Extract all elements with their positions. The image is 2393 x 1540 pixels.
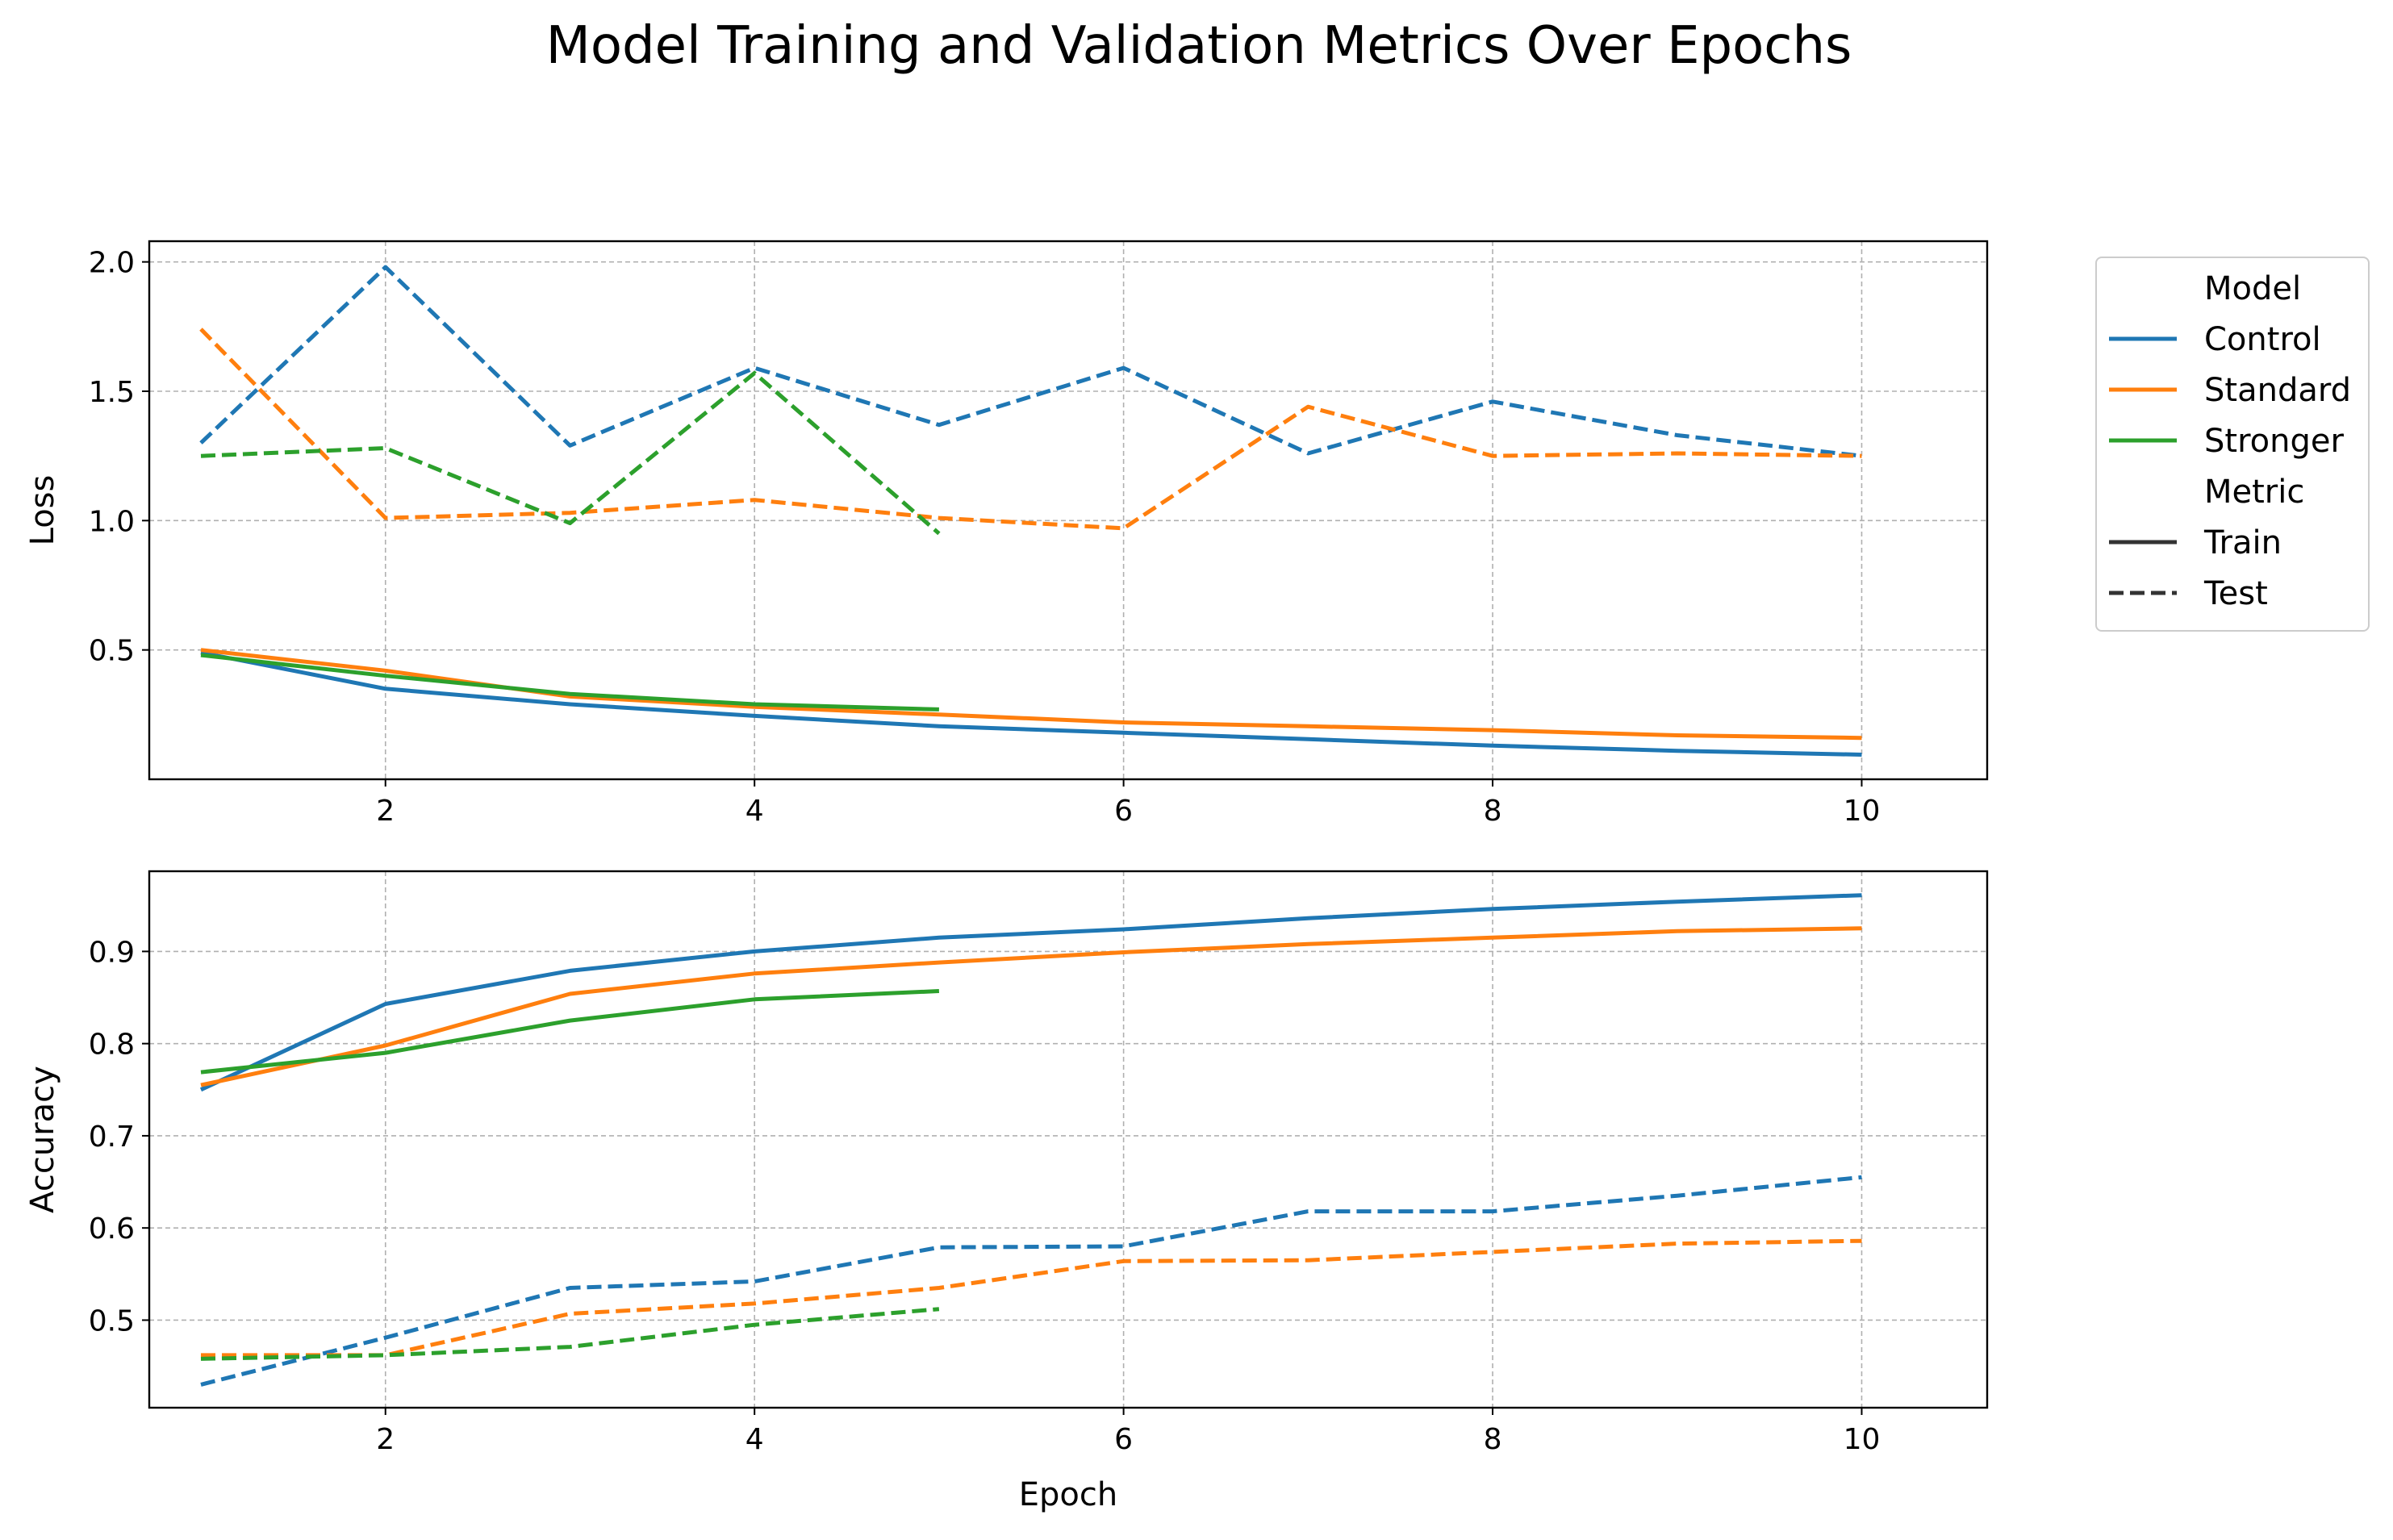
series-line-stronger-test [200,1307,940,1361]
chart-title: Model Training and Validation Metrics Ov… [546,16,1852,76]
legend-section-title: Model [2204,270,2301,307]
x-tick-label: 4 [745,795,764,828]
series-line-stronger-train [200,653,939,712]
y-tick-label: 0.9 [89,936,135,969]
y-axis-label: Accuracy [24,1066,61,1213]
x-axis-label: Epoch [1019,1476,1117,1513]
y-axis-label: Loss [24,475,61,546]
y-tick-label: 1.5 [89,376,135,409]
subplot-accuracy: 2 4 6 8 10 0.5 0.6 0.7 0.8 0.9 Accuracy Epoch [24,870,1989,1513]
x-tick-label: 10 [1844,1423,1881,1456]
legend: Model Control Standard Stronger Metric Train T… [2095,257,2370,632]
y-tick-label: 1.0 [89,505,135,538]
x-tick-label: 6 [1114,795,1133,828]
x-tick-label: 2 [376,795,395,828]
axes-frame [148,870,1989,1409]
x-tick-label: 8 [1484,1423,1502,1456]
legend-section-title: Metric [2204,474,2304,511]
series-line-stronger-test [200,371,941,536]
legend-frame [2095,257,2370,632]
legend-label-train: Train [2203,524,2282,561]
series-line-control-test [200,1175,1862,1387]
subplot-loss: 2 4 6 8 10 0.5 1.0 1.5 2.0 Loss [24,240,1989,828]
series-line-control-train [200,650,1862,757]
series-line-standard-train [200,926,1862,1087]
series-line-stronger-train [200,989,940,1075]
legend-label-standard: Standard [2204,372,2351,409]
legend-label-stronger: Stronger [2204,423,2344,460]
x-tick-label: 10 [1844,795,1881,828]
y-tick-label: 0.7 [89,1121,135,1154]
x-tick-label: 2 [376,1423,395,1456]
series-line-standard-test [199,328,1862,531]
plots-layer: 2 4 6 8 10 0.5 1.0 1.5 2.0 Loss 2 4 6 8 10 0.5 0.6 0.7 0.8… [24,240,1989,1513]
x-tick-label: 6 [1114,1423,1133,1456]
y-tick-label: 0.8 [89,1029,135,1062]
legend-label-control: Control [2204,321,2321,358]
legend-label-test: Test [2203,575,2268,612]
x-tick-label: 8 [1484,795,1502,828]
y-tick-label: 0.5 [89,1304,135,1338]
y-tick-label: 0.6 [89,1212,135,1246]
series-line-control-test [199,265,1862,458]
y-tick-label: 0.5 [89,635,135,668]
x-tick-label: 4 [745,1423,764,1456]
y-tick-label: 2.0 [89,247,135,280]
series-line-control-train [199,893,1862,1092]
axes-frame [148,240,1989,781]
series-line-standard-test [201,1238,1862,1358]
